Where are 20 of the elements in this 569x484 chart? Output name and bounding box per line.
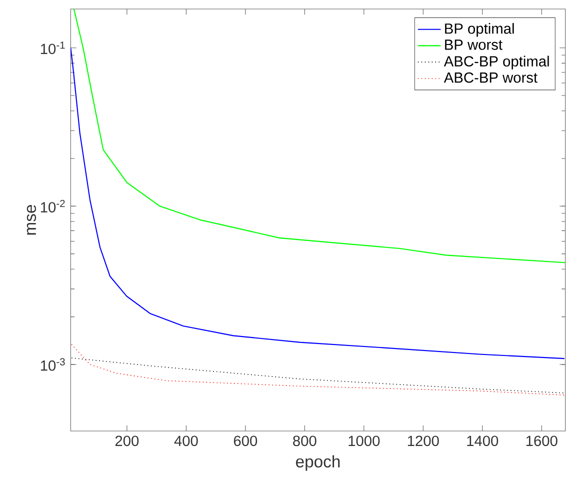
- legend-label: BP optimal: [445, 23, 514, 37]
- legend-label: ABC-BP worst: [444, 72, 538, 83]
- x-tick-label: 800: [293, 436, 316, 446]
- x-axis-title: epoch: [296, 455, 340, 471]
- legend-label: ABC-BP optimal: [444, 56, 549, 70]
- line-series: [71, 344, 566, 396]
- y-tick-label: 10$^{-2}$: [40, 200, 65, 212]
- x-tick-label: 1600: [526, 436, 558, 446]
- y-tick-label: 10$^{-1}$: [40, 42, 65, 54]
- legend-label: BP worst: [445, 40, 502, 50]
- x-tick-label: 1400: [467, 436, 498, 446]
- line-series: [73, 8, 566, 264]
- x-tick-label: 400: [174, 436, 198, 446]
- x-tick-label: 1000: [348, 436, 380, 446]
- x-tick-label: 200: [115, 436, 139, 446]
- y-tick-label: 10$^{-3}$: [40, 358, 65, 371]
- x-tick-label: 1200: [408, 436, 439, 446]
- y-axis-title: mse: [26, 204, 36, 235]
- line-series: [71, 358, 566, 394]
- x-tick-label: 600: [234, 436, 258, 446]
